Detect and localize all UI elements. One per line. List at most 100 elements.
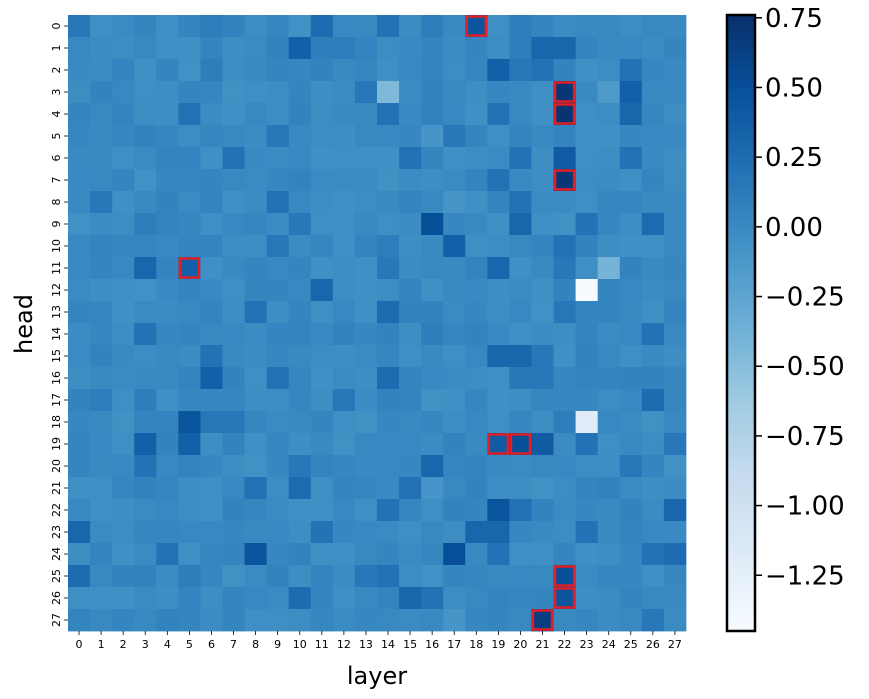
heatmap-cell bbox=[575, 543, 599, 566]
x-tick-label: 17 bbox=[447, 638, 461, 651]
heatmap-cell bbox=[597, 125, 621, 148]
heatmap-cell bbox=[575, 59, 599, 82]
heatmap-cell bbox=[90, 147, 113, 170]
y-tick-label: 24 bbox=[50, 547, 63, 561]
heatmap-cell bbox=[663, 301, 687, 324]
heatmap-cell bbox=[597, 587, 621, 610]
y-tick-label: 1 bbox=[50, 45, 63, 52]
heatmap-cell bbox=[200, 147, 223, 170]
heatmap-cell bbox=[597, 455, 621, 478]
heatmap-cell bbox=[443, 125, 466, 148]
heatmap-cell bbox=[134, 455, 157, 478]
heatmap-cell bbox=[487, 499, 510, 522]
heatmap-cell bbox=[443, 609, 466, 632]
x-tick-label: 25 bbox=[624, 638, 638, 651]
heatmap-cell bbox=[597, 411, 621, 434]
x-tick-label: 4 bbox=[164, 638, 171, 651]
heatmap-cell bbox=[178, 169, 201, 192]
heatmap-cell bbox=[354, 301, 378, 324]
heatmap-cell bbox=[421, 565, 444, 588]
heatmap-cell bbox=[90, 213, 113, 236]
heatmap-cell bbox=[509, 191, 532, 214]
heatmap-cell bbox=[531, 301, 554, 324]
heatmap-cell bbox=[134, 81, 157, 104]
y-tick-label: 20 bbox=[50, 459, 63, 473]
heatmap-cell bbox=[200, 389, 223, 412]
heatmap-cell bbox=[509, 323, 532, 346]
heatmap-cell bbox=[178, 587, 201, 610]
heatmap-cell bbox=[553, 147, 577, 170]
x-tick-label: 20 bbox=[513, 638, 527, 651]
heatmap-cell bbox=[222, 543, 245, 566]
y-axis-ticks: 0123456789101112131415161718192021222324… bbox=[50, 23, 68, 627]
heatmap-cell bbox=[354, 37, 378, 60]
heatmap-cell bbox=[156, 81, 179, 104]
heatmap-cell bbox=[332, 257, 356, 280]
heatmap-cell bbox=[487, 103, 510, 126]
heatmap-cell bbox=[376, 147, 400, 170]
heatmap-cell bbox=[443, 81, 466, 104]
heatmap-cell bbox=[575, 279, 599, 302]
heatmap-cell bbox=[487, 15, 510, 38]
heatmap-cell bbox=[619, 169, 643, 192]
heatmap-cell bbox=[156, 609, 179, 632]
heatmap-cell bbox=[200, 257, 223, 280]
heatmap-cell bbox=[575, 587, 599, 610]
heatmap-cell bbox=[465, 103, 488, 126]
heatmap-cell bbox=[288, 389, 312, 412]
heatmap-cell bbox=[641, 477, 665, 500]
heatmap-cell bbox=[509, 279, 532, 302]
x-axis-ticks: 0 1 2 3 4 5 6 7 8 9 10 11 12 13 14 15 16 17 18 19 20 21 22 23 24… bbox=[76, 631, 682, 651]
colorbar-tick-label: −0.50 bbox=[765, 352, 845, 382]
x-tick-label: 26 bbox=[646, 638, 660, 651]
heatmap-cell bbox=[310, 15, 334, 38]
heatmap-cell bbox=[310, 235, 334, 258]
heatmap-cell bbox=[619, 565, 643, 588]
heatmap-cell bbox=[597, 565, 621, 588]
heatmap-cell bbox=[465, 521, 488, 544]
heatmap-cell bbox=[288, 455, 312, 478]
heatmap-cell bbox=[531, 543, 554, 566]
heatmap-cell bbox=[509, 103, 532, 126]
colorbar-ticks: 0.75 0.50 0.25 0.00 −0.25 −0.50 −0.75 −1.00 −1.2… bbox=[755, 4, 845, 591]
heatmap-cell bbox=[310, 59, 334, 82]
heatmap-cell bbox=[310, 213, 334, 236]
heatmap-cell bbox=[112, 411, 135, 434]
heatmap-cell bbox=[531, 609, 554, 632]
heatmap-cell bbox=[619, 235, 643, 258]
heatmap-cell bbox=[68, 587, 91, 610]
heatmap-cell bbox=[332, 543, 356, 566]
heatmap-cell bbox=[354, 81, 378, 104]
heatmap-cell bbox=[90, 81, 113, 104]
heatmap-cell bbox=[332, 15, 356, 38]
heatmap-cell bbox=[354, 257, 378, 280]
heatmap-cell bbox=[487, 235, 510, 258]
heatmap-cell bbox=[134, 125, 157, 148]
heatmap-cell bbox=[90, 411, 113, 434]
heatmap-cell bbox=[465, 213, 488, 236]
heatmap-cell bbox=[68, 15, 91, 38]
heatmap-cell bbox=[465, 345, 488, 368]
heatmap-cell bbox=[134, 147, 157, 170]
heatmap-cell bbox=[641, 499, 665, 522]
heatmap-cell bbox=[222, 345, 245, 368]
heatmap-cell bbox=[553, 477, 577, 500]
heatmap-cell bbox=[90, 169, 113, 192]
heatmap-cell bbox=[134, 543, 157, 566]
heatmap-cell bbox=[663, 235, 687, 258]
heatmap-cell bbox=[597, 103, 621, 126]
x-tick-label: 12 bbox=[337, 638, 351, 651]
heatmap-cell bbox=[399, 477, 422, 500]
heatmap-cell bbox=[288, 81, 312, 104]
heatmap-cell bbox=[509, 235, 532, 258]
heatmap-cell bbox=[112, 257, 135, 280]
heatmap-cell bbox=[421, 279, 444, 302]
heatmap-cell bbox=[244, 147, 268, 170]
heatmap-cell bbox=[531, 81, 554, 104]
y-tick-label: 17 bbox=[50, 393, 63, 407]
heatmap-cell bbox=[597, 543, 621, 566]
heatmap-cell bbox=[663, 147, 687, 170]
y-tick-label: 25 bbox=[50, 569, 63, 583]
heatmap-cell bbox=[376, 213, 400, 236]
colorbar bbox=[725, 13, 757, 633]
